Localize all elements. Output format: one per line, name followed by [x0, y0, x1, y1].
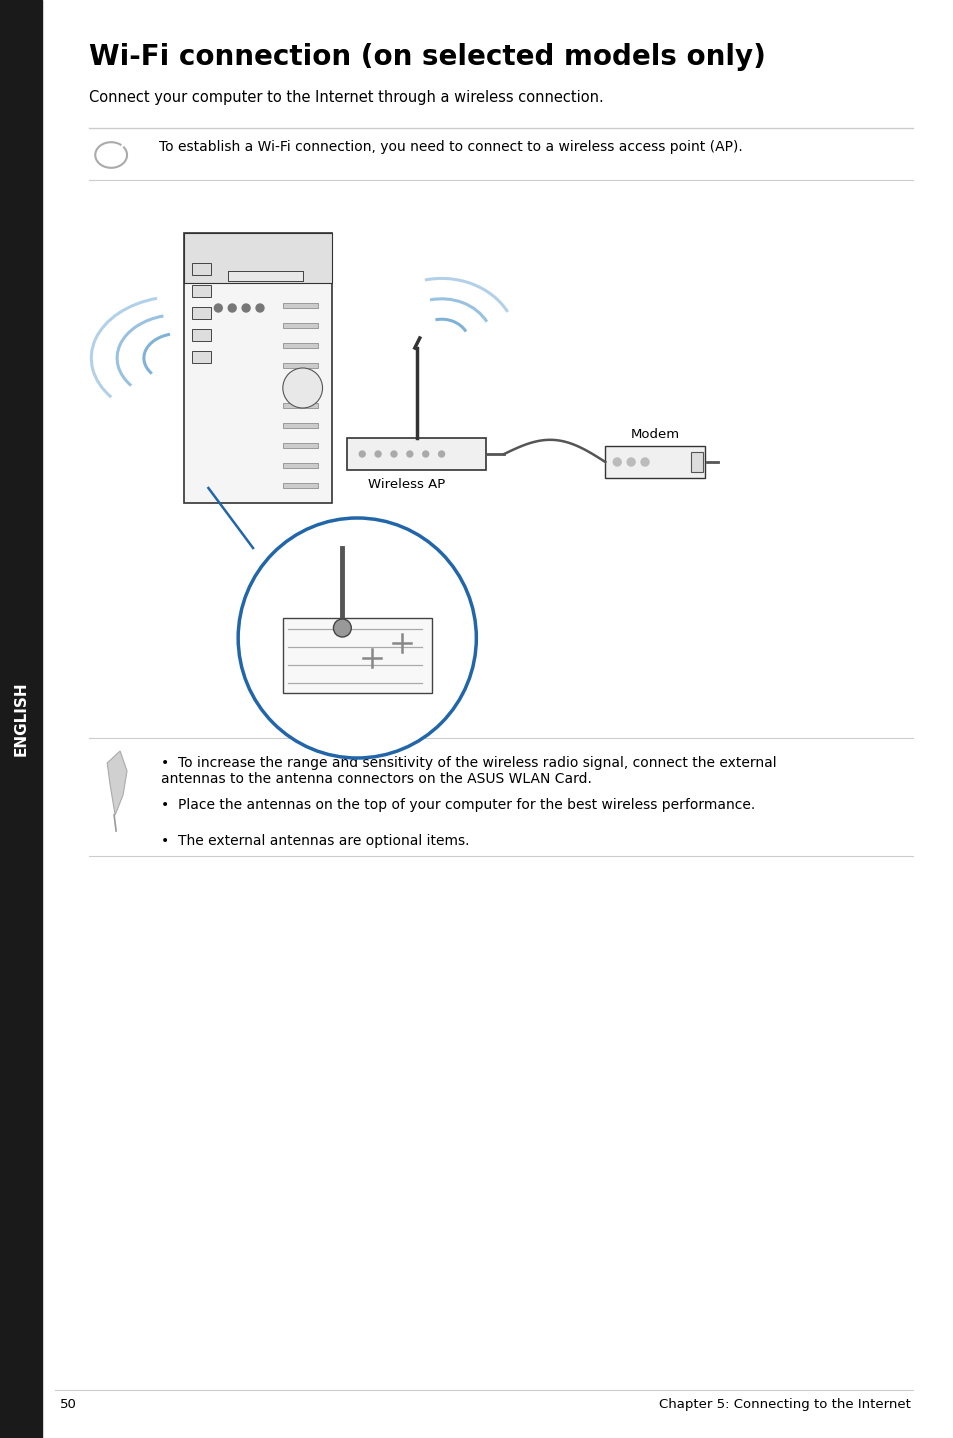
Bar [192, 351, 212, 362]
Bar [282, 618, 431, 693]
Bar [282, 463, 317, 467]
Circle shape [391, 452, 396, 457]
Polygon shape [107, 751, 127, 815]
Bar [605, 446, 704, 477]
Circle shape [406, 452, 413, 457]
Bar [192, 329, 212, 341]
Bar [347, 439, 486, 470]
Bar [183, 233, 332, 503]
Bar [228, 270, 302, 280]
Bar [282, 483, 317, 487]
Circle shape [242, 303, 250, 312]
Bar [228, 270, 302, 280]
Text: Connect your computer to the Internet through a wireless connection.: Connect your computer to the Internet th… [90, 91, 603, 105]
Bar [0, 0, 42, 1438]
Circle shape [282, 368, 322, 408]
Bar [282, 303, 317, 308]
Text: Chapter 5: Connecting to the Internet: Chapter 5: Connecting to the Internet [659, 1398, 910, 1411]
Circle shape [613, 457, 620, 466]
Circle shape [375, 452, 380, 457]
Bar [282, 383, 317, 388]
Text: Wi-Fi connection (on selected models only): Wi-Fi connection (on selected models onl… [90, 43, 765, 70]
Bar [192, 306, 212, 319]
Circle shape [626, 457, 635, 466]
Circle shape [422, 452, 428, 457]
Bar [282, 324, 317, 328]
Bar [282, 362, 317, 368]
Text: ENGLISH: ENGLISH [13, 682, 29, 756]
Bar [183, 233, 332, 283]
Text: Modem: Modem [630, 429, 679, 441]
Bar [192, 285, 212, 298]
Text: 50: 50 [59, 1398, 76, 1411]
Bar [282, 423, 317, 429]
Text: Wireless AP: Wireless AP [368, 477, 445, 490]
Bar [228, 270, 302, 280]
Bar [282, 403, 317, 408]
Text: •  The external antennas are optional items.: • The external antennas are optional ite… [161, 834, 469, 848]
Circle shape [640, 457, 648, 466]
Bar [282, 344, 317, 348]
Text: •  To increase the range and sensitivity of the wireless radio signal, connect t: • To increase the range and sensitivity … [161, 756, 776, 787]
Bar [282, 443, 317, 449]
Bar [192, 263, 212, 275]
Bar [690, 452, 701, 472]
Circle shape [334, 618, 351, 637]
Circle shape [359, 452, 365, 457]
Circle shape [228, 303, 236, 312]
Text: •  Place the antennas on the top of your computer for the best wireless performa: • Place the antennas on the top of your … [161, 798, 754, 812]
Circle shape [438, 452, 444, 457]
Circle shape [238, 518, 476, 758]
Circle shape [214, 303, 222, 312]
Circle shape [255, 303, 264, 312]
Text: To establish a Wi-Fi connection, you need to connect to a wireless access point : To establish a Wi-Fi connection, you nee… [158, 139, 741, 154]
